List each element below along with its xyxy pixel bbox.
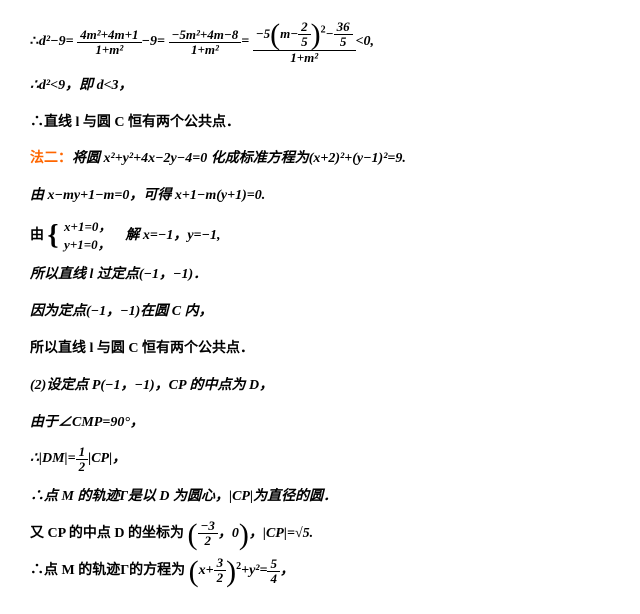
line-4: 法二：将圆 x²+y²+4x−2y−4=0 化成标准方程为(x+2)²+(y−1… <box>30 144 610 175</box>
line-5: 由 x−my+1−m=0，可得 x+1−m(y+1)=0. <box>30 181 610 212</box>
d2-minus-9: d²−9= <box>39 27 74 58</box>
frac-half: 12 <box>76 445 89 475</box>
line-10: (2)设定点 P(−1，−1)，CP 的中点为 D， <box>30 371 610 402</box>
line-7: 所以直线 l 过定点(−1，−1)． <box>30 260 610 291</box>
system-equations: x+1=0， y+1=0， <box>64 218 111 254</box>
line-15: ∴点 M 的轨迹Γ的方程为 (x+32)2+y²=54， <box>30 556 610 587</box>
line-9: 所以直线 l 与圆 C 恒有两个公共点． <box>30 334 610 365</box>
line-11: 由于∠CMP=90°， <box>30 408 610 439</box>
brace-icon: { <box>48 222 59 250</box>
line-6: 由 { x+1=0， y+1=0， 解 x=−1，y=−1, <box>30 218 610 254</box>
line-3: ∴直线 l 与圆 C 恒有两个公共点． <box>30 108 610 139</box>
therefore: ∴ <box>30 27 39 58</box>
line-14: 又 CP 的中点 D 的坐标为 (−32，0)，|CP|=√5. <box>30 519 610 550</box>
frac-2: −5m²+4m−8 1+m² <box>169 28 242 58</box>
method-2-label: 法二： <box>30 151 72 166</box>
line-13: ∴点 M 的轨迹Γ是以 D 为圆心，|CP|为直径的圆． <box>30 482 610 513</box>
line-12: ∴|DM|=12|CP|， <box>30 444 610 475</box>
frac-1: 4m²+4m+1 1+m² <box>77 28 141 58</box>
frac-3: −5(m−25)2−365 1+m² <box>253 20 356 65</box>
line-2: ∴d²<9，即 d<3， <box>30 71 610 102</box>
line-1: ∴d²−9= 4m²+4m+1 1+m² −9= −5m²+4m−8 1+m² … <box>30 20 610 65</box>
line-8: 因为定点(−1，−1)在圆 C 内， <box>30 297 610 328</box>
